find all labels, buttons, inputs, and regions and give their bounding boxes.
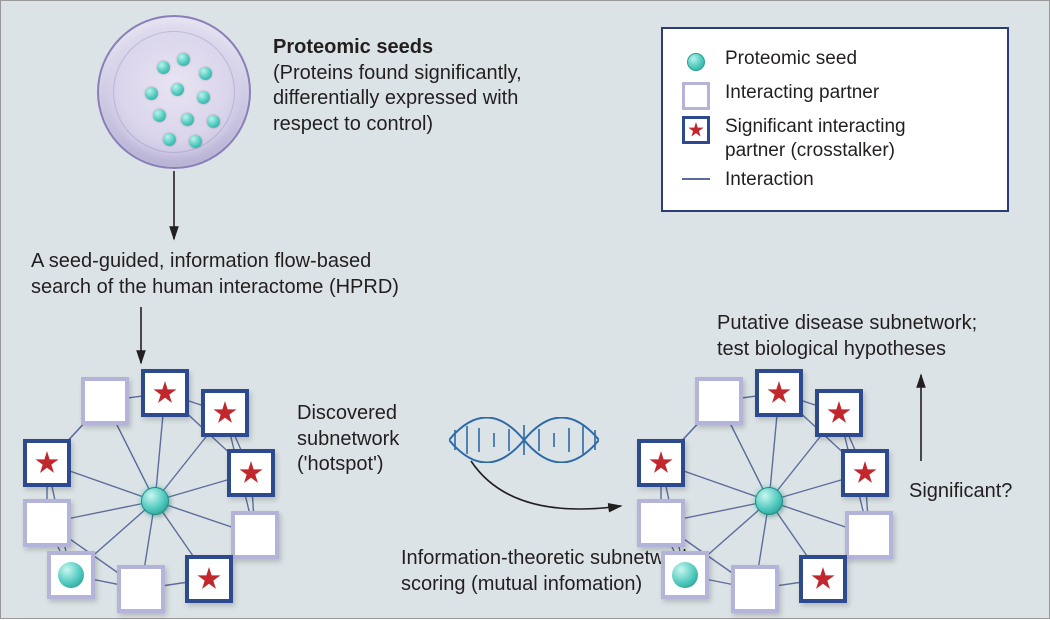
legend: Proteomic seed Interacting partner Signi…: [661, 27, 1009, 212]
node-crosstalker: [637, 439, 685, 487]
seeds-title: Proteomic seeds: [273, 35, 522, 61]
proteomic-seed-icon: [687, 53, 705, 71]
node-partner: [81, 377, 129, 425]
node-crosstalker: [141, 369, 189, 417]
proteomic-seed-icon: [58, 562, 84, 588]
diagram-canvas: Proteomic seeds (Proteins found signific…: [0, 0, 1050, 619]
legend-row-partner: Interacting partner: [681, 81, 985, 111]
legend-row-sig: Significant interacting partner (crossta…: [681, 115, 985, 164]
node-seed-box: [661, 551, 709, 599]
putative-text: Putative disease subnetwork; test biolog…: [717, 311, 977, 362]
seed-dot: [153, 109, 166, 122]
hub-seed: [141, 487, 169, 515]
node-partner: [23, 499, 71, 547]
seeds-desc-3: respect to control): [273, 112, 522, 138]
seed-dot: [171, 83, 184, 96]
seeds-desc-1: (Proteins found significantly,: [273, 61, 522, 87]
legend-partner-label: Interacting partner: [725, 81, 879, 105]
node-crosstalker: [23, 439, 71, 487]
node-partner: [845, 511, 893, 559]
node-crosstalker: [185, 555, 233, 603]
node-partner: [695, 377, 743, 425]
star-icon: [811, 567, 835, 591]
seed-dot: [163, 133, 176, 146]
star-icon: [688, 122, 704, 138]
legend-seed-label: Proteomic seed: [725, 47, 857, 71]
node-partner: [637, 499, 685, 547]
node-crosstalker: [201, 389, 249, 437]
star-icon: [827, 401, 851, 425]
node-partner: [231, 511, 279, 559]
star-icon: [153, 381, 177, 405]
crosstalker-icon: [682, 116, 710, 144]
seed-dot: [145, 87, 158, 100]
star-icon: [213, 401, 237, 425]
seeds-desc-2: differentially expressed with: [273, 86, 522, 112]
node-seed-box: [47, 551, 95, 599]
interaction-line-icon: [682, 178, 710, 180]
star-icon: [35, 451, 59, 475]
seed-dot: [189, 135, 202, 148]
star-icon: [649, 451, 673, 475]
node-crosstalker: [815, 389, 863, 437]
node-crosstalker: [799, 555, 847, 603]
seed-dot: [177, 53, 190, 66]
dna-helix-icon: [449, 417, 599, 463]
proteomic-seed-icon: [672, 562, 698, 588]
node-partner: [731, 565, 779, 613]
legend-row-interaction: Interaction: [681, 168, 985, 192]
dna-helix: [449, 417, 599, 468]
node-crosstalker: [755, 369, 803, 417]
seeds-text-block: Proteomic seeds (Proteins found signific…: [273, 35, 522, 137]
network-right: [637, 369, 897, 599]
star-icon: [239, 461, 263, 485]
hub-seed: [755, 487, 783, 515]
legend-sig-label: Significant interacting partner (crossta…: [725, 115, 906, 164]
node-crosstalker: [227, 449, 275, 497]
node-crosstalker: [841, 449, 889, 497]
interacting-partner-icon: [682, 82, 710, 110]
star-icon: [767, 381, 791, 405]
seed-dot: [199, 67, 212, 80]
petri-dish: [97, 15, 251, 169]
node-partner: [117, 565, 165, 613]
significant-label: Significant?: [909, 479, 1012, 505]
star-icon: [197, 567, 221, 591]
star-icon: [853, 461, 877, 485]
step2-text: A seed-guided, information flow-based se…: [31, 249, 399, 300]
seed-dot: [157, 61, 170, 74]
seed-dot: [197, 91, 210, 104]
seed-dot: [181, 113, 194, 126]
legend-interaction-label: Interaction: [725, 168, 814, 192]
legend-row-seed: Proteomic seed: [681, 47, 985, 77]
discovered-text: Discovered subnetwork ('hotspot'): [297, 401, 399, 478]
seed-dot: [207, 115, 220, 128]
network-left: [23, 369, 283, 599]
